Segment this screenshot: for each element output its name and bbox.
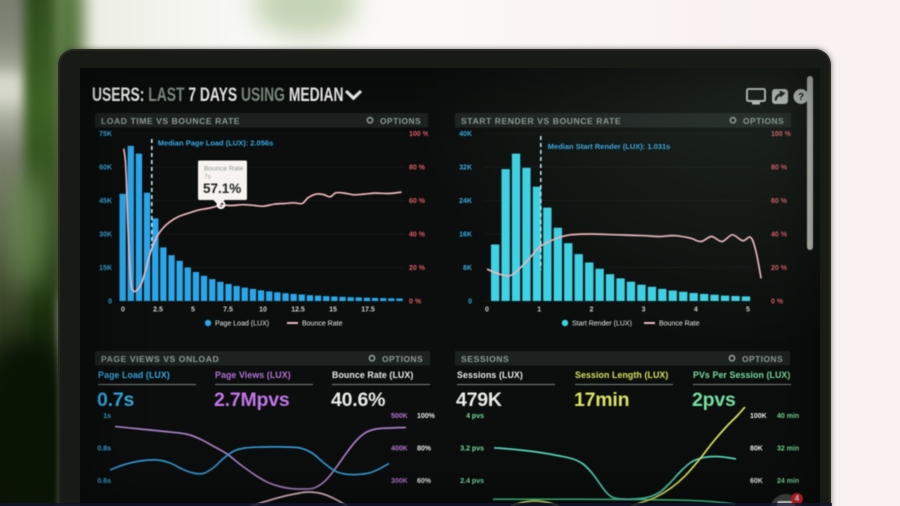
svg-text:17.5: 17.5 bbox=[361, 307, 375, 314]
svg-text:Bounce Rate (LUX): Bounce Rate (LUX) bbox=[332, 370, 413, 380]
svg-text:40.6%: 40.6% bbox=[331, 389, 385, 411]
svg-text:2.4 pvs: 2.4 pvs bbox=[460, 478, 484, 485]
svg-text:Page Views (LUX): Page Views (LUX) bbox=[215, 370, 291, 380]
svg-text:16K: 16K bbox=[459, 232, 472, 239]
svg-text:START RENDER VS BOUNCE RATE: START RENDER VS BOUNCE RATE bbox=[461, 116, 621, 126]
svg-text:80 %: 80 % bbox=[771, 165, 788, 172]
svg-text:OPTIONS: OPTIONS bbox=[382, 354, 423, 364]
svg-text:32 min: 32 min bbox=[777, 446, 799, 453]
svg-text:60%: 60% bbox=[417, 478, 432, 485]
svg-text:40 %: 40 % bbox=[771, 232, 788, 239]
svg-text:Page Load (LUX): Page Load (LUX) bbox=[215, 321, 269, 328]
svg-text:75K: 75K bbox=[99, 131, 112, 138]
svg-text:2pvs: 2pvs bbox=[692, 389, 736, 411]
svg-text:Session Length (LUX): Session Length (LUX) bbox=[575, 370, 668, 380]
svg-text:60 %: 60 % bbox=[409, 198, 426, 205]
svg-text:0: 0 bbox=[468, 299, 472, 306]
svg-text:4: 4 bbox=[694, 307, 698, 314]
svg-text:2: 2 bbox=[589, 307, 593, 314]
svg-text:40K: 40K bbox=[459, 131, 472, 138]
svg-text:400K: 400K bbox=[391, 446, 408, 453]
svg-text:500K: 500K bbox=[391, 413, 408, 420]
svg-text:0: 0 bbox=[108, 299, 112, 306]
svg-text:Bounce Rate: Bounce Rate bbox=[204, 166, 244, 173]
svg-text:4 pvs: 4 pvs bbox=[466, 413, 484, 420]
svg-text:OPTIONS: OPTIONS bbox=[742, 354, 783, 364]
svg-text:Start Render (LUX): Start Render (LUX) bbox=[572, 321, 632, 328]
svg-text:7s: 7s bbox=[204, 174, 211, 181]
svg-text:100 %: 100 % bbox=[771, 131, 791, 138]
svg-text:12.5: 12.5 bbox=[291, 307, 305, 314]
svg-text:SESSIONS: SESSIONS bbox=[461, 354, 509, 364]
svg-text:0.6s: 0.6s bbox=[97, 478, 111, 485]
svg-text:0: 0 bbox=[121, 307, 125, 314]
svg-text:Bounce Rate: Bounce Rate bbox=[302, 321, 343, 328]
svg-text:PAGE VIEWS VS ONLOAD: PAGE VIEWS VS ONLOAD bbox=[101, 354, 219, 364]
svg-text:60K: 60K bbox=[99, 165, 112, 172]
svg-text:100%: 100% bbox=[417, 413, 435, 420]
svg-text:20 %: 20 % bbox=[409, 265, 426, 272]
svg-text:100 %: 100 % bbox=[409, 131, 428, 138]
svg-text:Median Page Load (LUX): 2.056s: Median Page Load (LUX): 2.056s bbox=[158, 139, 273, 148]
svg-text:30K: 30K bbox=[99, 232, 112, 239]
svg-text:10: 10 bbox=[259, 307, 267, 314]
svg-text:OPTIONS: OPTIONS bbox=[743, 116, 784, 126]
svg-text:80 %: 80 % bbox=[409, 165, 426, 172]
svg-text:Bounce Rate: Bounce Rate bbox=[659, 321, 700, 328]
svg-text:1s: 1s bbox=[103, 413, 111, 420]
svg-text:Median Start Render (LUX): 1.0: Median Start Render (LUX): 1.031s bbox=[548, 142, 671, 151]
svg-text:0.7s: 0.7s bbox=[97, 389, 135, 411]
svg-text:8K: 8K bbox=[463, 265, 472, 272]
svg-text:1: 1 bbox=[537, 307, 541, 314]
svg-text:15: 15 bbox=[329, 307, 337, 314]
svg-text:15K: 15K bbox=[99, 265, 112, 272]
svg-text:80%: 80% bbox=[417, 446, 432, 453]
svg-text:0 %: 0 % bbox=[409, 299, 422, 306]
svg-text:PVs Per Session (LUX): PVs Per Session (LUX) bbox=[693, 370, 790, 380]
svg-text:0 %: 0 % bbox=[771, 299, 784, 306]
svg-text:24K: 24K bbox=[459, 198, 472, 205]
svg-text:2.5: 2.5 bbox=[153, 307, 163, 314]
svg-text:2.7Mpvs: 2.7Mpvs bbox=[214, 389, 290, 411]
svg-text:60K: 60K bbox=[750, 478, 763, 485]
svg-text:32K: 32K bbox=[459, 165, 472, 172]
svg-text:5: 5 bbox=[746, 307, 750, 314]
svg-text:40 min: 40 min bbox=[777, 413, 799, 420]
svg-text:OPTIONS: OPTIONS bbox=[380, 116, 421, 126]
svg-text:5: 5 bbox=[191, 307, 195, 314]
svg-text:3.2 pvs: 3.2 pvs bbox=[460, 446, 484, 453]
svg-text:57.1%: 57.1% bbox=[203, 181, 241, 196]
svg-text:24 min: 24 min bbox=[777, 478, 799, 485]
svg-text:100K: 100K bbox=[750, 413, 767, 420]
svg-text:40 %: 40 % bbox=[409, 232, 426, 239]
svg-text:20 %: 20 % bbox=[771, 265, 788, 272]
svg-text:LOAD TIME VS BOUNCE RATE: LOAD TIME VS BOUNCE RATE bbox=[101, 116, 240, 126]
svg-text:3: 3 bbox=[642, 307, 646, 314]
svg-text:Sessions (LUX): Sessions (LUX) bbox=[457, 370, 523, 380]
svg-text:0.8s: 0.8s bbox=[97, 446, 111, 453]
svg-text:479K: 479K bbox=[456, 389, 502, 411]
svg-text:17min: 17min bbox=[574, 389, 629, 411]
svg-text:?: ? bbox=[798, 92, 804, 103]
svg-text:80K: 80K bbox=[750, 446, 763, 453]
svg-text:300K: 300K bbox=[391, 478, 408, 485]
svg-text:0: 0 bbox=[485, 307, 489, 314]
svg-text:Page Load (LUX): Page Load (LUX) bbox=[98, 370, 170, 380]
svg-text:7.5: 7.5 bbox=[223, 307, 233, 314]
svg-text:60 %: 60 % bbox=[771, 198, 788, 205]
svg-text:45K: 45K bbox=[99, 198, 112, 205]
